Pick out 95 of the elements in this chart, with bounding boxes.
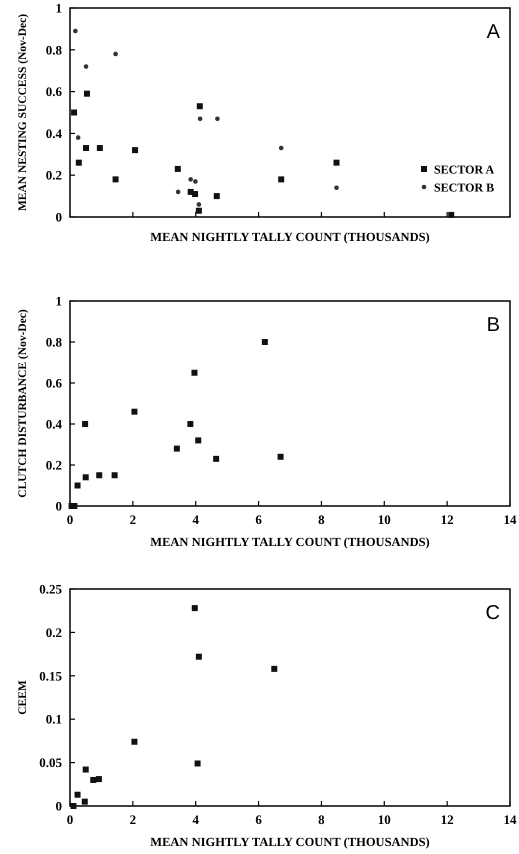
x-tick-label: 14: [504, 512, 517, 527]
point: [74, 482, 81, 488]
point: [193, 179, 198, 184]
y-tick-label: 0: [56, 210, 62, 224]
y-tick-label: 1: [56, 0, 62, 16]
point: [215, 116, 220, 122]
point: [448, 212, 454, 218]
annotation: B: [486, 314, 500, 336]
point: [198, 116, 202, 122]
x-axis-title: MEAN NIGHTLY TALLY COUNT (THOUSANDS): [150, 230, 430, 244]
annotation: A: [486, 21, 501, 43]
y-tick-label: 0.4: [46, 126, 62, 141]
x-axis-title: MEAN NIGHTLY TALLY COUNT (THOUSANDS): [150, 535, 430, 549]
point: [96, 472, 102, 478]
point: [174, 446, 180, 452]
y-tick-label: 0.2: [46, 168, 62, 183]
x-tick-label: 10: [378, 812, 391, 827]
point: [196, 654, 202, 660]
point: [213, 456, 220, 462]
point: [131, 408, 138, 415]
y-tick-label: 0.8: [46, 334, 62, 350]
point: [271, 666, 278, 672]
point: [278, 176, 284, 182]
point: [76, 160, 82, 166]
point: [188, 177, 193, 182]
point: [196, 208, 202, 214]
point: [82, 474, 89, 480]
point: [278, 146, 284, 150]
y-tick-label: 0: [56, 498, 62, 514]
x-tick-label: 4: [192, 812, 200, 827]
x-tick-label: 2: [130, 512, 136, 527]
y-tick-label: 0.15: [39, 668, 62, 684]
point: [73, 28, 78, 34]
point: [112, 176, 119, 182]
point: [83, 145, 90, 152]
x-tick-label: 10: [378, 512, 391, 527]
point: [334, 160, 340, 166]
point: [71, 110, 78, 116]
y-tick-label: 0.4: [46, 416, 62, 432]
y-tick-label: 0.2: [46, 624, 62, 640]
point: [112, 472, 118, 478]
x-tick-label: 6: [255, 812, 262, 827]
point: [96, 145, 103, 152]
point: [174, 166, 181, 172]
y-tick-label: 0.6: [46, 376, 62, 390]
x-tick-label: 2: [130, 812, 136, 827]
point: [194, 760, 201, 766]
point: [84, 64, 88, 69]
x-tick-label: 0: [66, 512, 74, 527]
y-tick-label: 0.25: [39, 582, 62, 596]
point: [82, 798, 88, 805]
point: [196, 202, 202, 207]
y-tick-label: 0.8: [46, 42, 62, 58]
legend-label: SECTOR B: [434, 180, 494, 194]
y-tick-label: 0.1: [46, 712, 62, 727]
point: [132, 147, 138, 154]
x-tick-label: 8: [318, 812, 326, 827]
point: [90, 776, 96, 783]
point: [131, 738, 138, 745]
x-tick-label: 12: [440, 812, 454, 827]
point: [74, 792, 81, 798]
point: [195, 437, 202, 444]
x-tick-label: 4: [192, 512, 200, 527]
point: [191, 370, 198, 376]
y-axis-title: CLUTCH DISTURBANCE (Nov-Dec): [17, 309, 29, 498]
point: [334, 185, 339, 190]
annotation: C: [486, 602, 500, 624]
y-axis-title: MEAN NESTING SUCCESS (Nov-Dec): [17, 14, 29, 212]
x-tick-label: 14: [504, 812, 517, 827]
point: [262, 339, 268, 345]
point: [82, 421, 88, 427]
point: [196, 103, 203, 110]
point: [113, 52, 118, 56]
point: [176, 190, 180, 194]
x-tick-label: 12: [440, 512, 454, 527]
y-tick-label: 0: [56, 798, 62, 814]
y-tick-label: 0.6: [46, 84, 62, 100]
point: [82, 766, 89, 773]
point: [84, 90, 90, 97]
y-tick-label: 0.2: [46, 458, 62, 472]
point: [214, 193, 220, 200]
x-tick-label: 6: [255, 512, 262, 527]
point: [76, 135, 80, 140]
point: [278, 454, 284, 460]
x-axis-title: MEAN NIGHTLY TALLY COUNT (THOUSANDS): [150, 835, 430, 849]
y-axis-title: CEEM: [17, 680, 29, 715]
y-tick-label: 1: [56, 294, 62, 308]
point: [192, 191, 198, 198]
point: [96, 776, 102, 782]
y-tick-label: 0.05: [39, 755, 62, 770]
point: [187, 421, 194, 427]
x-tick-label: 0: [66, 812, 74, 827]
legend-label: SECTOR A: [434, 162, 494, 176]
x-tick-label: 8: [318, 512, 326, 527]
point: [192, 605, 198, 612]
